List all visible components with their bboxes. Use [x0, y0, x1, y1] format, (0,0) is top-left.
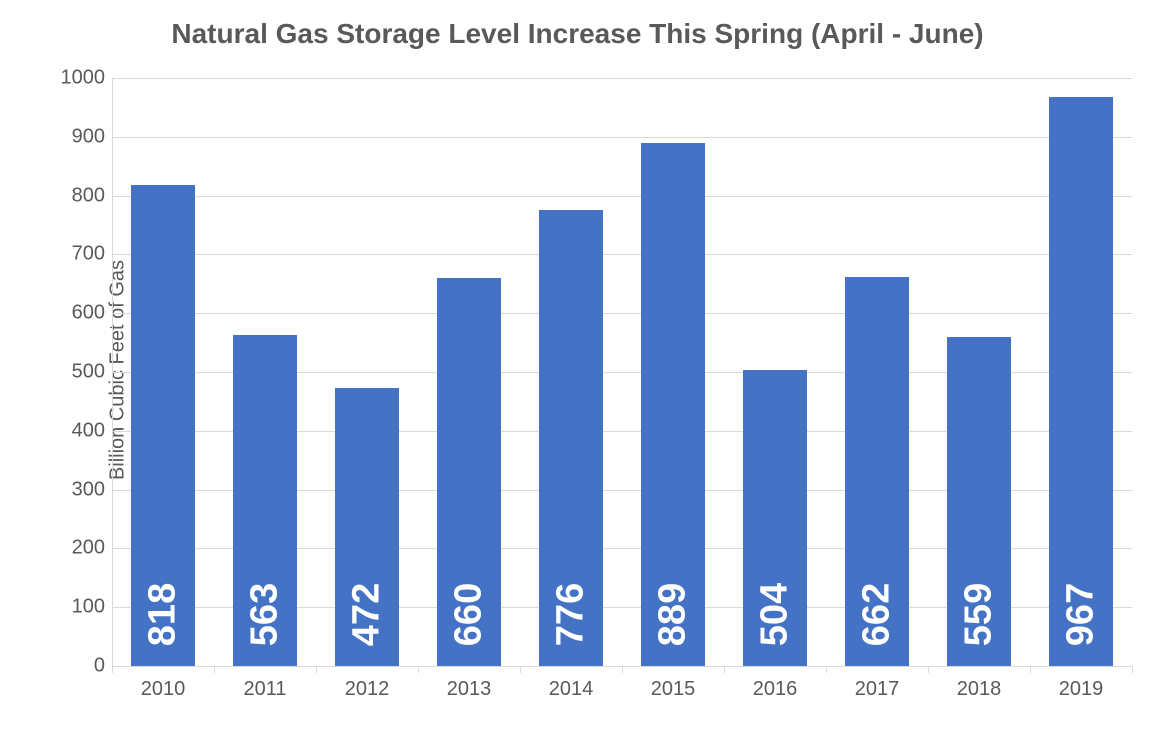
y-tick-label: 0 — [47, 655, 105, 678]
bar-value-label: 563 — [244, 583, 287, 646]
y-tick-label: 200 — [47, 537, 105, 560]
gridline — [112, 137, 1132, 138]
x-tick-mark — [214, 666, 215, 673]
x-tick-mark — [112, 666, 113, 673]
bar-value-label: 967 — [1060, 583, 1103, 646]
bar-value-label: 559 — [958, 583, 1001, 646]
gridline — [112, 254, 1132, 255]
y-tick-label: 900 — [47, 125, 105, 148]
y-axis-line — [112, 78, 113, 666]
x-tick-label: 2015 — [622, 678, 724, 701]
x-tick-mark — [1132, 666, 1133, 673]
x-tick-mark — [724, 666, 725, 673]
gridline — [112, 196, 1132, 197]
x-tick-mark — [316, 666, 317, 673]
x-tick-label: 2016 — [724, 678, 826, 701]
x-tick-label: 2010 — [112, 678, 214, 701]
gridline — [112, 78, 1132, 79]
chart-container: Natural Gas Storage Level Increase This … — [0, 0, 1155, 740]
x-tick-label: 2018 — [928, 678, 1030, 701]
y-tick-label: 100 — [47, 596, 105, 619]
x-tick-mark — [928, 666, 929, 673]
y-tick-label: 700 — [47, 243, 105, 266]
x-tick-mark — [1030, 666, 1031, 673]
x-tick-mark — [826, 666, 827, 673]
x-tick-label: 2017 — [826, 678, 928, 701]
x-tick-mark — [520, 666, 521, 673]
y-tick-label: 1000 — [47, 67, 105, 90]
y-tick-label: 500 — [47, 361, 105, 384]
y-tick-label: 800 — [47, 184, 105, 207]
x-tick-label: 2013 — [418, 678, 520, 701]
x-tick-mark — [418, 666, 419, 673]
x-tick-label: 2011 — [214, 678, 316, 701]
gridline — [112, 313, 1132, 314]
bar-value-label: 776 — [550, 583, 593, 646]
bar-value-label: 504 — [754, 583, 797, 646]
bar-value-label: 472 — [346, 583, 389, 646]
bar-value-label: 818 — [142, 583, 185, 646]
bar — [1049, 97, 1112, 666]
bar-value-label: 662 — [856, 583, 899, 646]
x-tick-mark — [622, 666, 623, 673]
bar-value-label: 889 — [652, 583, 695, 646]
chart-title: Natural Gas Storage Level Increase This … — [0, 18, 1155, 50]
plot-area: 0100200300400500600700800900100081820105… — [112, 78, 1132, 666]
bar-value-label: 660 — [448, 583, 491, 646]
y-tick-label: 400 — [47, 419, 105, 442]
x-tick-label: 2019 — [1030, 678, 1132, 701]
x-tick-label: 2012 — [316, 678, 418, 701]
x-tick-label: 2014 — [520, 678, 622, 701]
y-tick-label: 300 — [47, 478, 105, 501]
y-tick-label: 600 — [47, 302, 105, 325]
